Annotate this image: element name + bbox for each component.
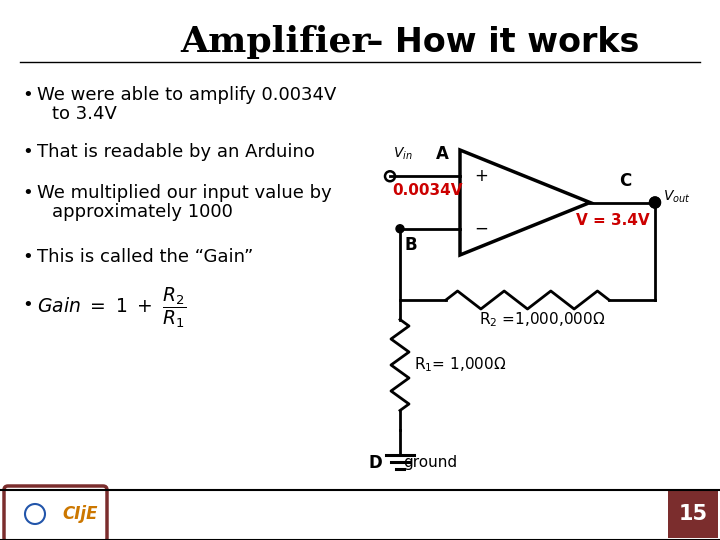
Text: •: •: [22, 184, 32, 202]
Text: −: −: [474, 220, 488, 238]
Text: R$_2$ =1,000,000$\Omega$: R$_2$ =1,000,000$\Omega$: [480, 310, 606, 329]
Text: $\mathit{Gain}\ =\ 1\ +\ \dfrac{R_2}{R_1}$: $\mathit{Gain}\ =\ 1\ +\ \dfrac{R_2}{R_1…: [37, 286, 186, 330]
Text: We were able to amplify 0.0034V: We were able to amplify 0.0034V: [37, 86, 336, 104]
Text: •: •: [22, 143, 32, 161]
Circle shape: [650, 198, 660, 207]
Circle shape: [396, 225, 404, 233]
Text: D: D: [368, 454, 382, 472]
Text: V = 3.4V: V = 3.4V: [577, 213, 650, 228]
Text: 0.0034V: 0.0034V: [392, 183, 462, 198]
Text: A: A: [436, 145, 449, 163]
FancyBboxPatch shape: [4, 486, 107, 540]
Text: 15: 15: [678, 504, 708, 524]
Text: B: B: [405, 236, 418, 254]
Text: •: •: [22, 248, 32, 266]
Text: CIjE: CIjE: [62, 505, 97, 523]
Text: C: C: [619, 172, 631, 190]
Text: We multiplied our input value by: We multiplied our input value by: [37, 184, 332, 202]
Text: •: •: [22, 86, 32, 104]
Text: This is called the “Gain”: This is called the “Gain”: [37, 248, 253, 266]
Text: ground: ground: [403, 456, 457, 470]
Text: $V_{out}$: $V_{out}$: [663, 188, 690, 205]
Text: •: •: [22, 296, 32, 314]
Text: +: +: [474, 167, 488, 185]
FancyBboxPatch shape: [668, 490, 718, 538]
Text: – How it works: – How it works: [355, 25, 639, 58]
Text: $V_{in}$: $V_{in}$: [393, 146, 413, 162]
Text: That is readable by an Arduino: That is readable by an Arduino: [37, 143, 315, 161]
Text: Amplifier: Amplifier: [180, 25, 371, 59]
Text: to 3.4V: to 3.4V: [52, 105, 117, 123]
Text: approximately 1000: approximately 1000: [52, 203, 233, 221]
Text: R$_1$= 1,000$\Omega$: R$_1$= 1,000$\Omega$: [414, 356, 506, 374]
